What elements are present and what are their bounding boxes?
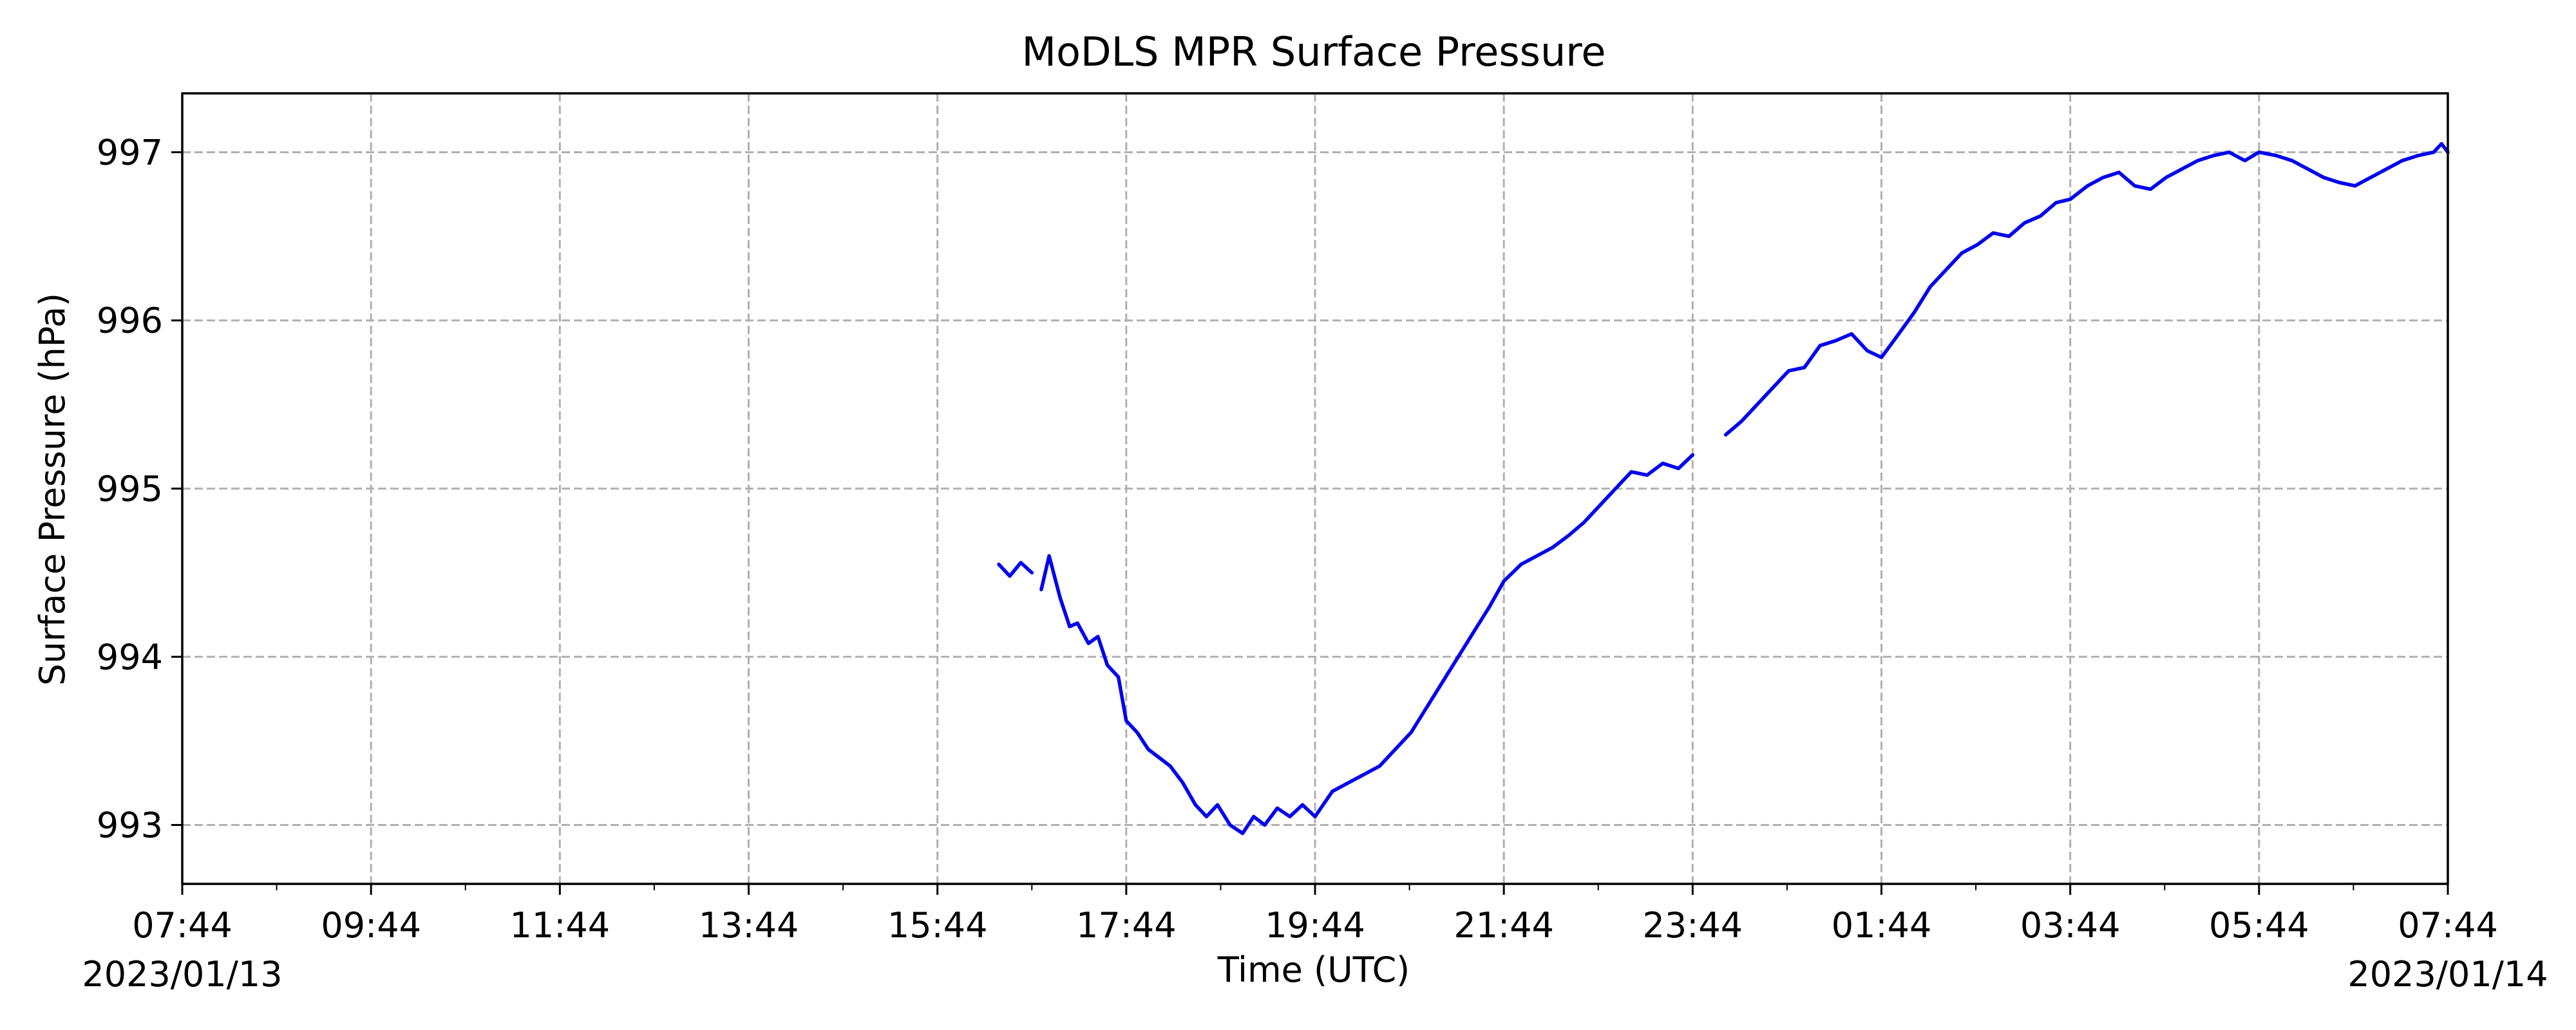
x-tick-label: 13:44 [699, 905, 799, 946]
pressure-line-segment [1723, 142, 2450, 437]
y-tick-label: 995 [97, 469, 163, 509]
x-axis-end-date: 2023/01/14 [2347, 954, 2548, 995]
x-axis-start-date: 2023/01/13 [82, 954, 282, 995]
x-tick-label: 21:44 [1454, 905, 1554, 946]
x-tick-label: 17:44 [1076, 905, 1177, 946]
x-tick-label: 15:44 [887, 905, 988, 946]
x-axis-label: Time (UTC) [1217, 950, 1410, 990]
x-tick-label: 07:44 [2398, 905, 2498, 946]
pressure-line-segment [997, 561, 1034, 578]
x-tick-label: 09:44 [321, 905, 421, 946]
y-tick-label: 996 [97, 301, 163, 341]
x-tick-label: 05:44 [2209, 905, 2309, 946]
x-tick-label: 23:44 [1643, 905, 1743, 946]
grid [182, 93, 2448, 884]
x-tick-label: 01:44 [1832, 905, 1932, 946]
x-tick-label: 19:44 [1265, 905, 1365, 946]
y-tick-label: 994 [97, 637, 163, 677]
pressure-line-segment [1039, 453, 1695, 836]
data-series [997, 142, 2450, 836]
y-tick-label: 997 [97, 132, 163, 173]
chart-title: MoDLS MPR Surface Pressure [1021, 28, 1605, 75]
x-tick-label: 07:44 [132, 905, 232, 946]
x-tick-label: 11:44 [510, 905, 611, 946]
x-tick-label: 03:44 [2020, 905, 2121, 946]
axis-ticks: 07:44 09:44 11:44 13:44 15:44 17:44 19:44 21:44… [97, 132, 2498, 946]
y-tick-label: 993 [97, 805, 163, 846]
y-axis-label: Surface Pressure (hPa) [32, 293, 73, 686]
